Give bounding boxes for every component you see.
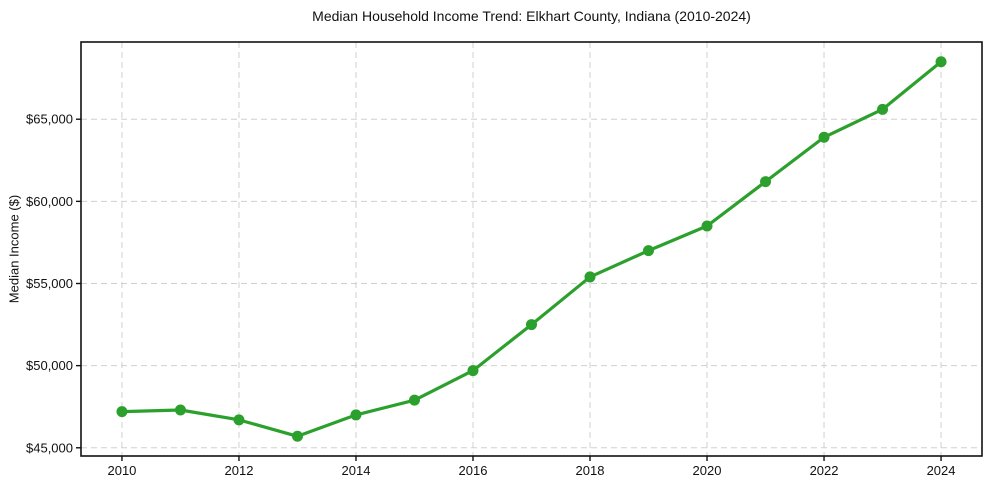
data-point-2015 xyxy=(408,394,420,406)
y-tick-label-55000: $55,000 xyxy=(26,276,73,291)
trend-line xyxy=(120,60,943,438)
data-point-2017 xyxy=(526,319,537,331)
data-point-2018 xyxy=(584,271,596,283)
data-point-2021 xyxy=(760,176,772,188)
data-point-2024 xyxy=(935,56,947,68)
x-tick-label-2018: 2018 xyxy=(576,463,605,478)
data-point-2019 xyxy=(643,245,655,257)
plot-border xyxy=(80,41,983,457)
data-point-2020 xyxy=(701,220,713,232)
y-tick-label-50000: $50,000 xyxy=(26,358,73,373)
x-tick-label-2022: 2022 xyxy=(810,463,839,478)
data-point-2014 xyxy=(350,409,362,421)
x-tick-label-2016: 2016 xyxy=(459,463,488,478)
data-point-2012 xyxy=(233,414,245,426)
data-point-2013 xyxy=(291,430,303,442)
data-point-2011 xyxy=(174,404,186,416)
y-tick-label-45000: $45,000 xyxy=(26,440,73,455)
y-tick-label-60000: $60,000 xyxy=(26,194,73,209)
x-tick-label-2014: 2014 xyxy=(342,463,371,478)
x-tick-label-2020: 2020 xyxy=(693,463,722,478)
data-point-2016 xyxy=(467,365,479,377)
x-tick-label-2010: 2010 xyxy=(107,463,136,478)
data-point-2023 xyxy=(877,103,889,115)
x-tick-label-2012: 2012 xyxy=(225,463,254,478)
data-point-2022 xyxy=(818,131,830,143)
data-point-2010 xyxy=(116,406,128,418)
y-tick-label-65000: $65,000 xyxy=(26,112,73,127)
chart-title: Median Household Income Trend: Elkhart C… xyxy=(312,8,751,24)
x-tick-label-2024: 2024 xyxy=(927,463,956,478)
